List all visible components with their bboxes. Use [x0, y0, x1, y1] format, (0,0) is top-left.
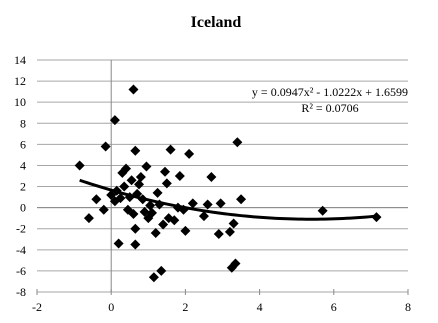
x-tick-label: 0	[108, 300, 114, 314]
y-tick-label: 2	[20, 180, 26, 194]
trendline	[79, 178, 377, 221]
data-point	[145, 200, 156, 211]
data-point	[128, 208, 139, 219]
data-point	[156, 265, 167, 276]
data-point	[130, 223, 141, 234]
trendline-equation: y = 0.0947x² - 1.0222x + 1.6599	[252, 85, 408, 99]
data-point	[232, 137, 243, 148]
data-point	[169, 215, 180, 226]
data-point	[224, 226, 235, 237]
data-point	[113, 238, 124, 249]
y-tick-label: 10	[14, 95, 26, 109]
data-point	[134, 179, 145, 190]
x-tick-label: 6	[331, 300, 337, 314]
data-point	[165, 144, 176, 155]
y-tick-labels: 14 12 10 8 6 4 2 0 -2 -4 -6 -8	[14, 53, 26, 299]
data-point	[230, 258, 241, 269]
x-tick-labels: -2 0 2 4 6 8	[32, 300, 411, 314]
y-tick-label: 4	[20, 158, 26, 172]
data-point	[206, 172, 217, 183]
data-point	[202, 199, 213, 210]
x-tick-label: -2	[32, 300, 42, 314]
gridlines	[37, 59, 408, 293]
y-tick-label: 14	[14, 53, 26, 67]
x-tick-label: 8	[405, 300, 411, 314]
data-point	[139, 206, 150, 217]
data-point	[130, 145, 141, 156]
data-point	[174, 171, 185, 181]
data-point	[159, 166, 170, 177]
chart-title: Iceland	[191, 14, 242, 31]
x-tick-label: 2	[182, 300, 188, 314]
data-point	[126, 175, 137, 186]
data-point	[236, 194, 247, 205]
y-tick-label: -2	[16, 222, 26, 236]
data-point	[213, 229, 224, 239]
data-point	[74, 160, 85, 171]
data-point	[215, 198, 226, 209]
data-point	[119, 181, 130, 192]
data-point	[121, 163, 132, 174]
data-point	[180, 225, 191, 236]
data-point	[317, 205, 328, 216]
axes	[36, 60, 409, 295]
y-tick-label: 0	[20, 201, 26, 215]
data-point	[98, 204, 109, 215]
data-point	[150, 227, 161, 238]
data-point	[128, 84, 139, 95]
data-point	[152, 187, 163, 198]
data-point	[228, 218, 239, 229]
data-point	[115, 193, 126, 204]
data-point	[147, 207, 158, 218]
data-point	[158, 219, 169, 230]
data-point	[130, 239, 141, 250]
data-point	[161, 178, 172, 189]
data-points	[74, 84, 382, 283]
y-tick-label: -6	[16, 264, 26, 278]
y-tick-label: -8	[16, 285, 26, 299]
data-point	[109, 115, 120, 126]
data-point	[100, 141, 111, 152]
y-tick-label: 6	[20, 137, 26, 151]
data-point	[148, 272, 159, 283]
data-point	[187, 198, 198, 209]
x-tick-label: 4	[257, 300, 263, 314]
y-tick-label: 8	[20, 116, 26, 130]
y-tick-label: -4	[16, 243, 26, 257]
data-point	[141, 161, 152, 172]
data-point	[83, 213, 94, 224]
y-tick-label: 12	[14, 74, 26, 88]
data-point	[198, 211, 209, 222]
data-point	[184, 148, 195, 159]
data-point	[135, 172, 146, 183]
data-point	[122, 204, 133, 215]
data-point	[91, 194, 102, 205]
trendline-r2: R² = 0.0706	[301, 101, 358, 115]
